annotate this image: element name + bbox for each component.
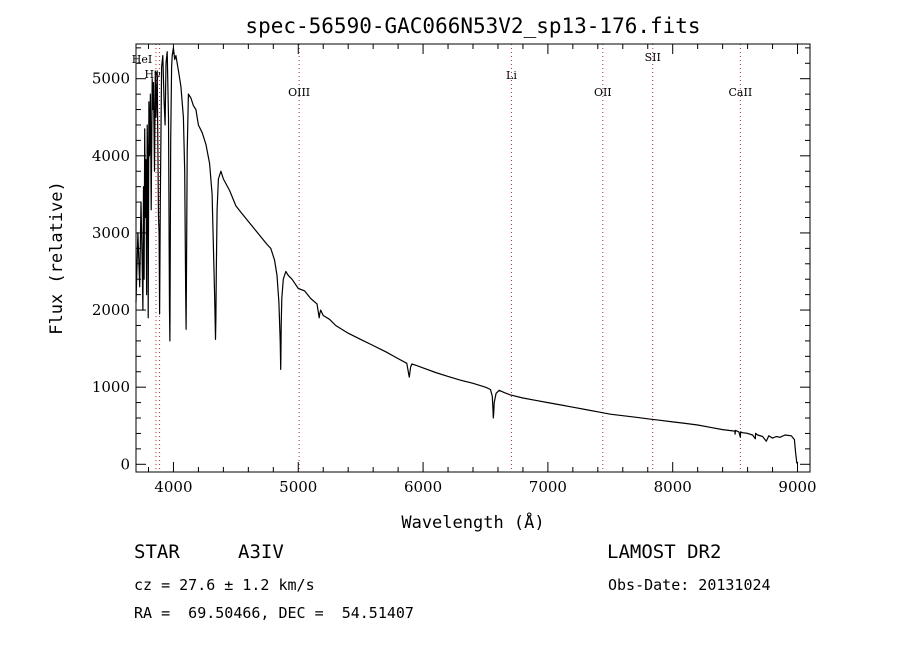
spectral-subclass: A3IV [238, 541, 284, 563]
y-tick-label-0: 0 [120, 455, 130, 473]
y-tick-label-3: 3000 [92, 224, 130, 242]
line-label-6: CaII [729, 86, 753, 99]
observation-date: Obs-Date: 20131024 [608, 576, 771, 594]
x-tick-label-2: 6000 [404, 478, 442, 496]
line-label-4: OII [594, 86, 612, 99]
y-tick-label-5: 5000 [92, 70, 130, 88]
object-type: STAR [134, 541, 180, 563]
line-label-2: OIII [288, 86, 310, 99]
x-tick-label-0: 4000 [154, 478, 192, 496]
survey-label: LAMOST DR2 [607, 541, 722, 563]
x-tick-label-5: 9000 [778, 478, 816, 496]
y-tick-label-1: 1000 [92, 378, 130, 396]
sky-coordinates: RA = 69.50466, DEC = 54.51407 [134, 604, 414, 622]
redshift-velocity: cz = 27.6 ± 1.2 km/s [134, 576, 315, 594]
chart-title: spec-56590-GAC066N53V2_sp13-176.fits [245, 14, 700, 38]
line-label-1: HeI [132, 53, 152, 66]
x-tick-label-4: 8000 [654, 478, 692, 496]
line-label-5: SII [645, 51, 661, 64]
series-line-0 [135, 47, 798, 464]
x-tick-label-3: 7000 [529, 478, 567, 496]
line-label-3: Li [506, 69, 517, 82]
y-tick-label-4: 4000 [92, 147, 130, 165]
x-tick-label-1: 5000 [279, 478, 317, 496]
plot-frame [135, 43, 811, 473]
y-axis-label: Flux (relative) [47, 181, 67, 335]
x-axis-label: Wavelength (Å) [401, 511, 544, 533]
y-tick-label-2: 2000 [92, 301, 130, 319]
